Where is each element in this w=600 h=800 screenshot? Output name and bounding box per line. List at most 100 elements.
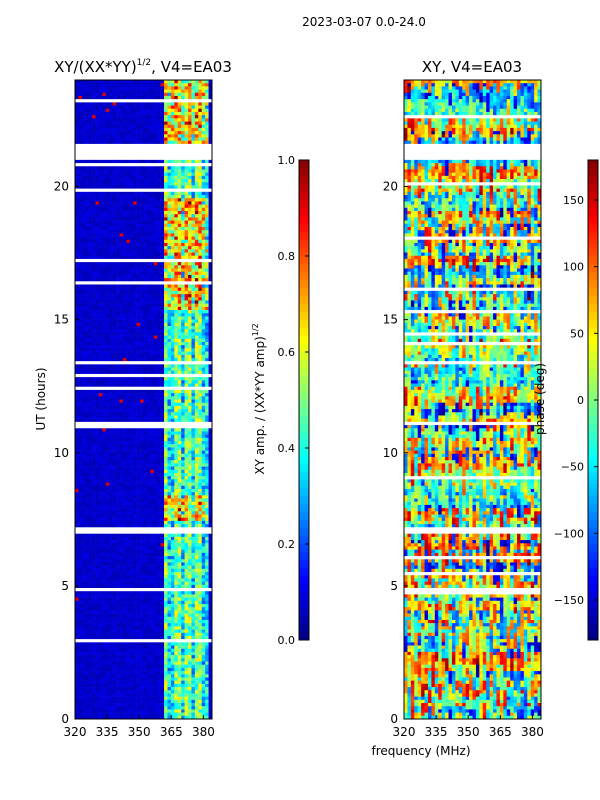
heatmap-cell (205, 508, 209, 512)
heatmap-cell (136, 198, 141, 202)
heatmap-cell (129, 316, 134, 320)
heatmap-cell (105, 508, 110, 512)
heatmap-cell (85, 223, 89, 228)
heatmap-cell (140, 127, 144, 132)
heatmap-cell (153, 316, 158, 320)
heatmap-cell (92, 134, 96, 138)
heatmap-cell (188, 447, 192, 451)
heatmap-cell (133, 233, 137, 237)
heatmap-cell (184, 348, 189, 352)
heatmap-cell (181, 108, 185, 113)
heatmap-cell (194, 377, 199, 381)
heatmap-cell (92, 313, 96, 317)
heatmap-cell (174, 354, 179, 359)
heatmap-cell (88, 469, 93, 474)
heatmap-cell (98, 485, 103, 490)
heatmap-cell (95, 115, 100, 119)
heatmap-cell (160, 185, 165, 189)
heatmap-cell (194, 108, 199, 113)
heatmap-cell (188, 377, 192, 381)
heatmap-cell (133, 226, 137, 231)
heatmap-cell (167, 137, 172, 142)
heatmap-cell (191, 207, 196, 212)
heatmap-cell (146, 86, 151, 90)
heatmap-cell (143, 335, 148, 340)
heatmap-cell (116, 175, 120, 180)
heatmap-cell (194, 501, 199, 506)
heatmap-cell (184, 166, 189, 170)
heatmap-cell (157, 332, 161, 336)
heatmap-cell (88, 364, 93, 368)
heatmap-cell (122, 255, 127, 260)
heatmap-cell (208, 332, 213, 336)
heatmap-cell (126, 287, 131, 292)
heatmap-cell (140, 322, 144, 327)
heatmap-cell (78, 409, 83, 413)
heatmap-cell (75, 287, 79, 292)
heatmap-cell (188, 159, 192, 164)
heatmap-cell (140, 306, 144, 311)
heatmap-cell (133, 306, 137, 311)
heatmap-cell (150, 418, 155, 423)
heatmap-row (75, 92, 213, 97)
heatmap-cell (136, 214, 141, 218)
heatmap-cell (98, 399, 103, 403)
heatmap-cell (116, 214, 120, 218)
heatmap-row (75, 102, 213, 106)
heatmap-cell (181, 316, 185, 320)
heatmap-cell (198, 457, 203, 461)
heatmap-cell (194, 166, 199, 170)
heatmap-cell (136, 364, 141, 368)
heatmap-cell (78, 169, 83, 173)
heatmap-cell (177, 137, 182, 142)
heatmap-cell (92, 230, 96, 234)
heatmap-cell (201, 169, 206, 173)
heatmap-cell (198, 495, 203, 499)
heatmap-cell (75, 175, 79, 180)
heatmap-cell (112, 195, 117, 199)
heatmap-cell (177, 354, 182, 359)
heatmap-cell (184, 210, 189, 215)
heatmap-cell (160, 341, 165, 346)
heatmap-cell (160, 492, 165, 496)
heatmap-cell (119, 83, 124, 87)
heatmap-cell (170, 262, 175, 266)
heatmap-cell (116, 431, 120, 435)
heatmap-cell (205, 271, 209, 276)
heatmap-cell (140, 265, 144, 269)
heatmap-cell (75, 354, 79, 359)
heatmap-cell (157, 179, 161, 183)
heatmap-cell (98, 89, 103, 94)
heatmap-cell (170, 364, 175, 368)
heatmap-cell (164, 175, 168, 180)
heatmap-cell (126, 485, 131, 490)
heatmap-cell (95, 460, 100, 464)
heatmap-cell (208, 504, 213, 509)
heatmap-cell (194, 348, 199, 352)
heatmap-cell (102, 457, 107, 461)
heatmap-cell (153, 396, 158, 400)
heatmap-cell (116, 370, 120, 375)
heatmap-cell (75, 453, 79, 458)
heatmap-cell (157, 335, 161, 340)
heatmap-cell (143, 201, 148, 205)
heatmap-cell (119, 226, 124, 231)
heatmap-cell (198, 226, 203, 231)
heatmap-cell (136, 303, 141, 308)
heatmap-cell (208, 447, 213, 451)
heatmap-cell (181, 322, 185, 327)
heatmap-cell (95, 447, 100, 451)
heatmap-cell (198, 463, 203, 467)
heatmap-cell (102, 230, 107, 234)
heatmap-cell (81, 428, 86, 432)
heatmap-cell (140, 389, 144, 394)
heatmap-cell (92, 326, 96, 330)
heatmap-cell (188, 124, 192, 129)
heatmap-cell (98, 217, 103, 221)
heatmap-cell (119, 450, 124, 455)
heatmap-cell (136, 239, 141, 244)
heatmap-cell (116, 252, 120, 257)
heatmap-cell (129, 105, 134, 110)
heatmap-cell (119, 434, 124, 439)
heatmap-cell (198, 431, 203, 435)
